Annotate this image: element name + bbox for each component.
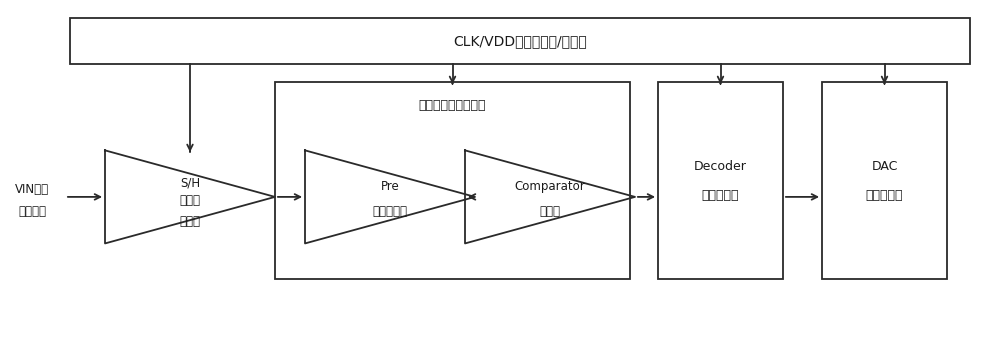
Text: Comparator: Comparator: [515, 180, 585, 193]
Text: 前置放大器: 前置放大器: [372, 205, 408, 218]
Text: S/H: S/H: [180, 176, 200, 189]
Text: 数模转换器: 数模转换器: [866, 189, 903, 202]
Text: DAC: DAC: [871, 160, 898, 173]
Bar: [822, 82, 947, 279]
Text: 全动态比较判决电路: 全动态比较判决电路: [419, 99, 486, 112]
Text: 样电路: 样电路: [180, 216, 200, 228]
Bar: [658, 82, 783, 279]
Text: CLK/VDD（时钟脉冲/电源）: CLK/VDD（时钟脉冲/电源）: [453, 34, 587, 48]
Text: Decoder: Decoder: [694, 160, 747, 173]
Text: 自举采: 自举采: [180, 194, 200, 207]
Text: VIN（输: VIN（输: [15, 183, 49, 196]
Text: 解码器电路: 解码器电路: [702, 189, 739, 202]
Text: 入信号）: 入信号）: [18, 205, 46, 218]
Bar: [275, 82, 630, 279]
Bar: [70, 18, 970, 64]
Text: 比较器: 比较器: [540, 205, 560, 218]
Text: Pre: Pre: [381, 180, 399, 193]
